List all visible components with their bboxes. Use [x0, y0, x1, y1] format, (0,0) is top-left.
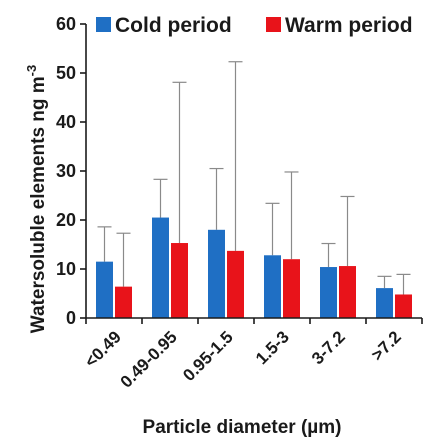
- bar-cold: [152, 217, 169, 318]
- y-tick-label: 40: [56, 112, 76, 132]
- bar-cold: [376, 288, 393, 318]
- x-tick-label: >7.2: [368, 327, 405, 364]
- y-tick-label: 60: [56, 14, 76, 34]
- legend-swatch-cold: [96, 17, 111, 32]
- legend: Cold period Warm period: [96, 14, 413, 37]
- bar-warm: [339, 266, 356, 318]
- bar-warm: [227, 250, 244, 318]
- bar-cold: [208, 229, 225, 318]
- bar-warm: [115, 286, 132, 318]
- bar-warm: [395, 294, 412, 318]
- x-tick-label: 0.49-0.95: [117, 327, 181, 391]
- x-axis-title: Particle diameter (µm): [143, 417, 342, 438]
- y-axis-title-main: Watersoluble elements ng m: [28, 76, 49, 333]
- bar-cold: [320, 267, 337, 318]
- y-axis-title-superscript: -3: [24, 65, 39, 77]
- y-tick-label: 50: [56, 63, 76, 83]
- y-tick-label: 20: [56, 210, 76, 230]
- legend-label-cold: Cold period: [115, 14, 232, 37]
- y-tick-label: 30: [56, 161, 76, 181]
- bar-cold: [96, 261, 113, 318]
- y-axis-title: Watersoluble elements ng m-3: [24, 65, 49, 333]
- x-tick-label: 1.5-3: [252, 327, 293, 368]
- y-tick-label: 10: [56, 259, 76, 279]
- legend-swatch-warm: [266, 17, 281, 32]
- bar-warm: [283, 259, 300, 318]
- y-tick-label: 0: [66, 308, 76, 328]
- plot-area: 0 10 20 30 40 50 60 <0.490.49-0.950.95-1.5 1.5-3…: [56, 14, 423, 392]
- y-axis-title-text: Watersoluble elements ng m-3: [24, 65, 49, 333]
- x-tick-label: 3-7.2: [308, 327, 349, 368]
- x-tick-label: <0.49: [81, 327, 125, 371]
- legend-label-warm: Warm period: [285, 14, 413, 37]
- bar-warm: [171, 243, 188, 318]
- bar-cold: [264, 255, 281, 318]
- x-tick-label: 0.95-1.5: [179, 327, 237, 385]
